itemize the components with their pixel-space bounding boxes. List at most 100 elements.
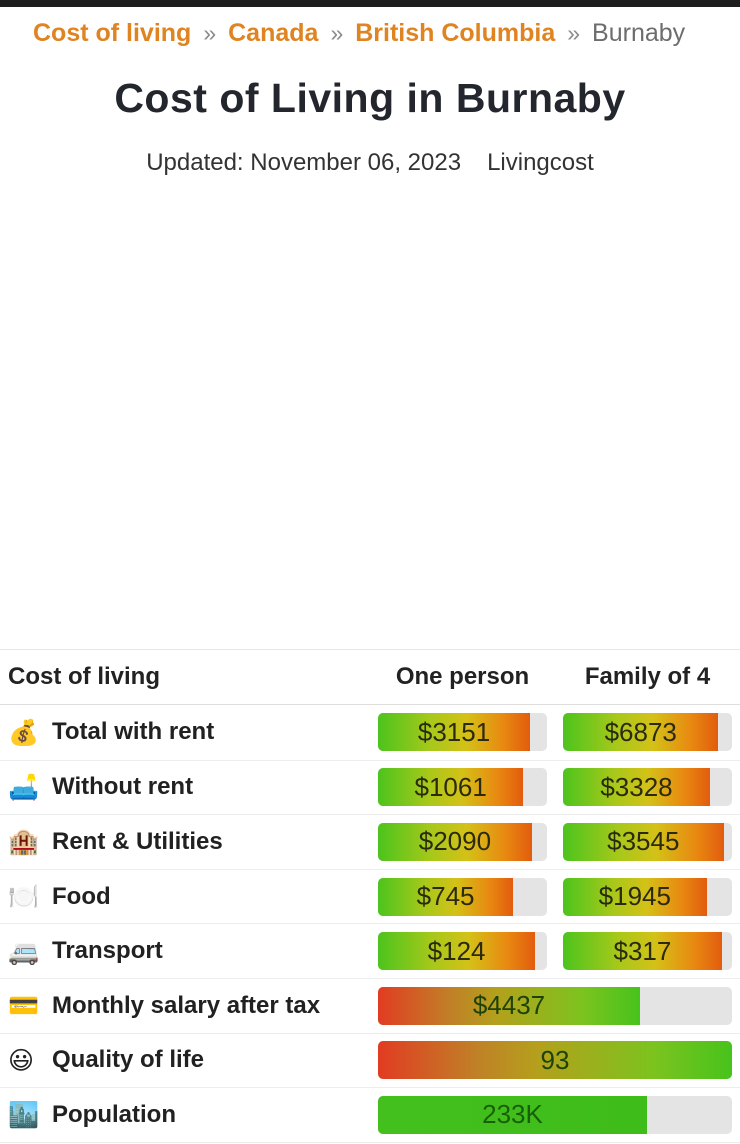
- credit-card-icon: 💳: [8, 991, 40, 1020]
- value-bar-value: $6873: [604, 716, 677, 747]
- value-bar-fill: 233K: [378, 1095, 648, 1134]
- value-cell: $4437: [370, 986, 740, 1025]
- value-bar-value: 93: [540, 1044, 570, 1075]
- table-row: 🚐 Transport $124 $317: [0, 923, 740, 978]
- cityscape-icon: 🏙️: [8, 1100, 40, 1129]
- value-bar-fill: $4437: [378, 986, 640, 1025]
- value-cell: 233K: [370, 1095, 740, 1134]
- value-cell: $6873: [555, 713, 740, 752]
- value-bar-fill: $6873: [563, 713, 719, 752]
- value-bar-track: $3545: [563, 822, 732, 861]
- row-label-cell: 💳 Monthly salary after tax: [0, 992, 370, 1020]
- breadcrumb-current-burnaby: Burnaby: [592, 19, 686, 47]
- value-bar-value: $3151: [417, 716, 491, 747]
- value-bar-track: $2090: [378, 822, 547, 861]
- value-cell: $3328: [555, 768, 740, 807]
- page-subtitle: Updated: November 06, 2023 Livingcost: [0, 149, 740, 177]
- table-row: 🛋️ Without rent $1061 $3328: [0, 759, 740, 815]
- value-bar-fill: $2090: [378, 822, 532, 861]
- value-cell: $3545: [555, 822, 740, 861]
- value-bar-track: 233K: [378, 1095, 732, 1134]
- value-bar-fill: $1061: [378, 768, 524, 807]
- updated-date: Updated: November 06, 2023: [146, 149, 462, 177]
- smiley-face-icon: 😃: [8, 1046, 35, 1075]
- row-label: Without rent: [52, 773, 194, 801]
- value-bar-fill: 93: [378, 1041, 732, 1080]
- column-header-family-of-4: Family of 4: [584, 663, 711, 690]
- value-bar-fill: $317: [563, 932, 722, 971]
- row-label-cell: 😃 Quality of life: [0, 1046, 370, 1074]
- table-row: 💳 Monthly salary after tax $4437: [0, 977, 740, 1033]
- table-row: 🏙️ Population 233K: [0, 1087, 740, 1142]
- column-header-cost-of-living: Cost of living: [8, 663, 160, 690]
- money-bag-icon: 💰: [8, 718, 40, 747]
- breadcrumb-separator: »: [330, 20, 344, 46]
- couch-lamp-icon: 🛋️: [8, 773, 40, 802]
- cost-of-living-table: Cost of living One person Family of 4 💰 T…: [0, 649, 740, 1143]
- value-bar-fill: $3151: [378, 713, 531, 752]
- value-cell: $745: [370, 877, 555, 916]
- row-label-cell: 🛋️ Without rent: [0, 773, 370, 801]
- row-label-cell: 🍽️ Food: [0, 883, 370, 911]
- value-bar-track: $317: [563, 932, 732, 971]
- row-label: Monthly salary after tax: [52, 991, 321, 1019]
- minibus-icon: 🚐: [8, 937, 40, 966]
- table-row: 💰 Total with rent $3151 $6873: [0, 705, 740, 760]
- value-bar-value: $3328: [600, 771, 673, 802]
- row-label-cell: 🏨 Rent & Utilities: [0, 828, 370, 856]
- value-cell: $2090: [370, 822, 555, 861]
- column-header-one-person: One person: [395, 663, 530, 690]
- row-label: Rent & Utilities: [52, 827, 223, 855]
- value-bar-value: $3545: [607, 826, 680, 857]
- value-bar-track: $6873: [563, 713, 732, 752]
- fork-knife-plate-icon: 🍽️: [8, 882, 40, 911]
- table-header-row: Cost of living One person Family of 4: [0, 649, 740, 705]
- row-label: Food: [52, 882, 111, 910]
- value-bar-fill: $124: [378, 932, 536, 971]
- value-bar-value: $4437: [472, 990, 546, 1021]
- table-body: 💰 Total with rent $3151 $6873 🛋️ Without rent…: [0, 705, 740, 1142]
- value-bar-track: $3328: [563, 768, 732, 807]
- value-bar-value: $2090: [418, 826, 492, 857]
- value-bar-value: $745: [416, 881, 475, 912]
- value-bar-value: $1061: [414, 771, 487, 802]
- value-bar-fill: $3328: [563, 768, 711, 807]
- value-bar-fill: $745: [378, 877, 514, 916]
- value-cell: $317: [555, 932, 740, 971]
- table-bottom-border: [0, 1141, 740, 1143]
- value-bar-value: $1945: [598, 881, 671, 912]
- row-label: Population: [52, 1100, 176, 1128]
- value-bar-track: $1061: [378, 768, 547, 807]
- value-cell: $124: [370, 932, 555, 971]
- row-label: Transport: [52, 937, 163, 965]
- value-bar-track: $1945: [563, 877, 732, 916]
- row-label: Quality of life: [52, 1046, 205, 1074]
- breadcrumb-link-british-columbia[interactable]: British Columbia: [355, 19, 556, 47]
- value-bar-value: 233K: [482, 1099, 543, 1130]
- row-label-cell: 🏙️ Population: [0, 1101, 370, 1129]
- value-cell: $3151: [370, 713, 555, 752]
- value-bar-track: $4437: [378, 986, 732, 1025]
- value-bar-value: $124: [427, 935, 486, 966]
- hotel-icon: 🏨: [8, 827, 40, 856]
- table-row: 😃 Quality of life 93: [0, 1032, 740, 1088]
- value-bar-fill: $1945: [563, 877, 707, 916]
- row-label: Total with rent: [52, 718, 215, 746]
- value-cell: 93: [370, 1041, 740, 1080]
- value-bar-track: 93: [378, 1041, 732, 1080]
- source-label: Livingcost: [487, 149, 594, 177]
- value-bar-track: $124: [378, 932, 547, 971]
- value-bar-track: $3151: [378, 713, 547, 752]
- row-label-cell: 💰 Total with rent: [0, 718, 370, 746]
- value-bar-value: $317: [613, 935, 672, 966]
- breadcrumb-link-cost-of-living[interactable]: Cost of living: [33, 19, 192, 47]
- breadcrumb: Cost of living » Canada » British Columbia » B…: [0, 7, 740, 50]
- breadcrumb-link-canada[interactable]: Canada: [228, 19, 319, 47]
- row-label-cell: 🚐 Transport: [0, 937, 370, 965]
- breadcrumb-separator: »: [203, 20, 217, 46]
- value-bar-fill: $3545: [563, 822, 724, 861]
- table-row: 🍽️ Food $745 $1945: [0, 868, 740, 924]
- value-cell: $1945: [555, 877, 740, 916]
- top-bar: [0, 0, 740, 7]
- breadcrumb-separator: »: [567, 20, 581, 46]
